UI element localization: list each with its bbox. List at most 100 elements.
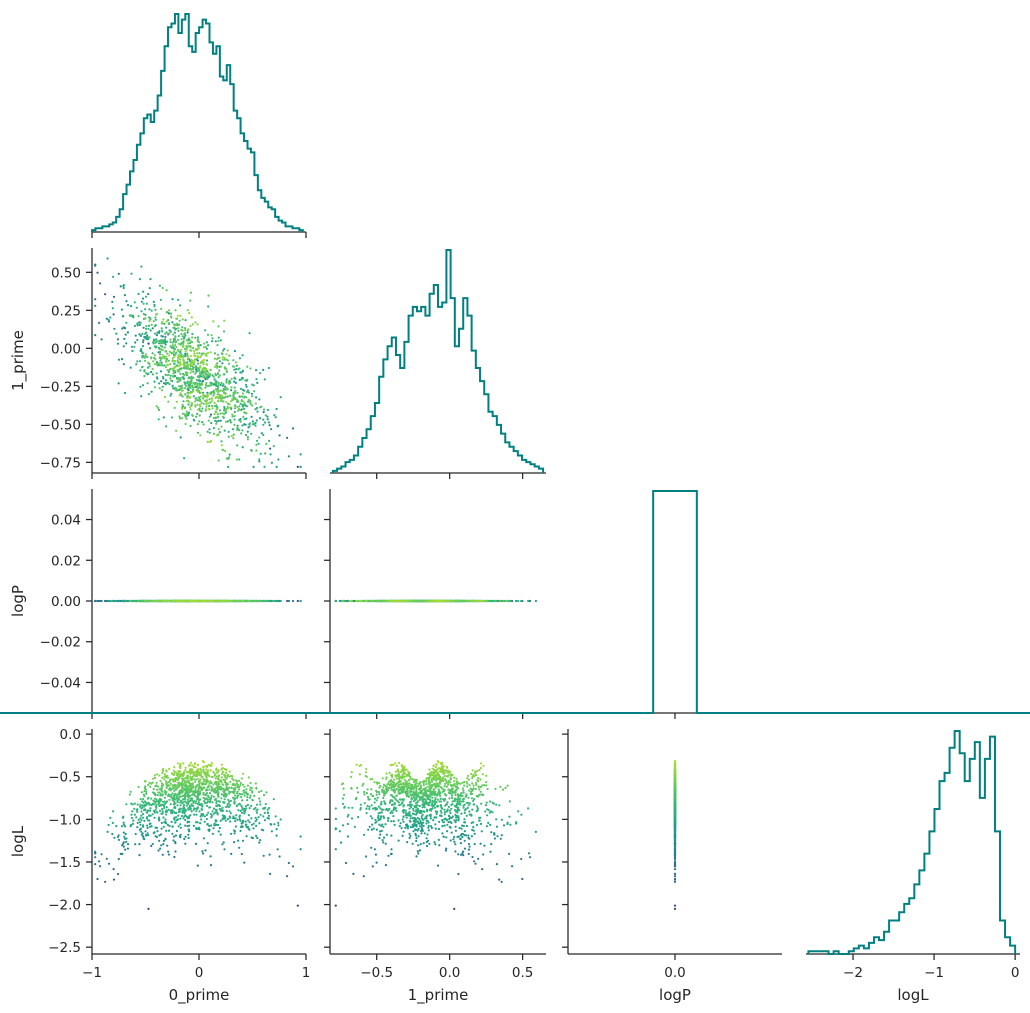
scatter-point <box>259 417 262 420</box>
scatter-point <box>259 452 262 455</box>
scatter-point <box>147 372 150 375</box>
scatter-point <box>172 372 175 375</box>
scatter-point <box>177 814 180 817</box>
scatter-point <box>205 369 209 373</box>
scatter-point <box>203 342 206 345</box>
scatter-point <box>173 406 176 409</box>
scatter-point <box>240 432 243 435</box>
scatter-point <box>166 844 169 847</box>
scatter-point <box>236 444 239 447</box>
scatter-point <box>510 599 514 603</box>
scatter-point <box>144 808 147 811</box>
scatter-point <box>184 800 187 803</box>
scatter-point <box>217 419 220 422</box>
scatter-point <box>167 808 170 811</box>
scatter-point <box>212 807 215 810</box>
scatter-point <box>154 318 157 321</box>
scatter-point <box>250 449 253 452</box>
scatter-point <box>136 322 139 325</box>
scatter-point <box>202 402 205 405</box>
scatter-point <box>190 381 194 384</box>
scatter-point <box>206 391 209 394</box>
scatter-point <box>144 356 147 359</box>
scatter-point <box>147 907 150 911</box>
scatter-point <box>218 409 221 412</box>
scatter-point <box>264 452 267 455</box>
scatter-point <box>198 414 201 417</box>
scatter-point <box>187 833 190 836</box>
scatter-point <box>175 317 178 320</box>
scatter-point <box>257 816 260 819</box>
scatter-point <box>193 361 196 364</box>
scatter-point <box>150 323 153 326</box>
scatter-point <box>188 401 191 404</box>
scatter-point <box>160 812 163 815</box>
scatter-point <box>184 835 187 838</box>
scatter-point <box>220 444 223 447</box>
scatter-point <box>199 356 202 359</box>
scatter-point <box>200 388 203 391</box>
scatter-point <box>172 350 175 353</box>
scatter-point <box>126 304 130 307</box>
scatter-point <box>205 376 208 379</box>
scatter-point <box>212 795 215 798</box>
scatter-point <box>177 298 180 301</box>
scatter-point <box>148 319 151 322</box>
scatter-point <box>213 352 217 355</box>
scatter-point <box>174 309 177 312</box>
scatter-point <box>209 813 213 816</box>
scatter-point <box>269 872 272 876</box>
scatter-point <box>100 338 103 341</box>
scatter-point <box>146 334 149 337</box>
scatter-point <box>184 422 187 426</box>
scatter-point <box>112 599 115 603</box>
scatter-point <box>211 832 214 835</box>
scatter-point <box>202 346 206 349</box>
scatter-point <box>158 599 161 603</box>
scatter-point <box>124 832 127 836</box>
scatter-point <box>385 599 388 603</box>
scatter-point <box>296 599 299 603</box>
scatter-point <box>263 465 266 468</box>
scatter-point <box>165 320 168 323</box>
scatter-point <box>94 304 97 307</box>
scatter-point <box>140 814 143 817</box>
scatter-point <box>186 798 189 801</box>
scatter-point <box>178 319 181 322</box>
scatter-point <box>204 353 207 356</box>
scatter-point <box>243 861 246 864</box>
scatter-point <box>222 330 226 333</box>
scatter-point <box>160 380 163 383</box>
scatter-point <box>234 361 238 364</box>
scatter-point <box>232 365 236 368</box>
scatter-point <box>206 402 209 405</box>
scatter-point <box>247 819 250 822</box>
scatter-point <box>258 460 261 463</box>
scatter-point <box>250 392 253 395</box>
scatter-point <box>151 341 155 344</box>
scatter-point <box>182 356 185 359</box>
scatter-point <box>173 359 176 363</box>
scatter-point <box>177 365 180 368</box>
scatter-point <box>207 294 210 297</box>
scatter-point <box>122 845 125 848</box>
scatter-point <box>434 599 437 603</box>
scatter-point <box>165 806 168 809</box>
scatter-point <box>94 264 97 267</box>
scatter-point <box>167 323 170 326</box>
scatter-point <box>229 406 232 409</box>
scatter-point <box>158 330 161 333</box>
scatter-point <box>164 349 167 353</box>
scatter-point <box>125 803 128 806</box>
scatter-point <box>148 814 151 817</box>
scatter-point <box>225 401 228 404</box>
scatter-point <box>136 826 139 829</box>
scatter-point <box>223 347 226 351</box>
scatter-point <box>249 402 252 405</box>
scatter-point <box>145 327 148 330</box>
scatter-point <box>161 810 164 813</box>
scatter-point <box>241 839 245 842</box>
scatter-point <box>169 338 172 341</box>
scatter-point <box>213 378 216 381</box>
scatter-point <box>190 402 193 405</box>
